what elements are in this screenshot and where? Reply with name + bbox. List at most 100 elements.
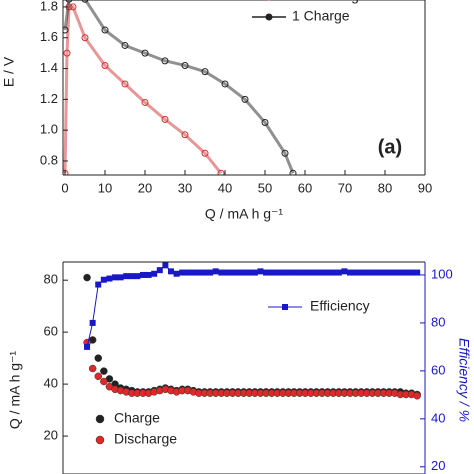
data-point [279,269,286,276]
x-tick-label: 40 [218,180,232,195]
data-point [274,269,281,276]
legend-marker [95,414,105,424]
data-point [161,115,169,123]
data-point [302,269,309,276]
data-point [101,26,109,34]
y-tick-label: 1.8 [40,0,58,13]
data-point [375,269,382,276]
data-point [261,118,269,126]
legend-label: Efficiency [310,298,370,314]
data-point [313,269,320,276]
data-point [408,269,415,276]
data-point [100,377,108,386]
legend-label: Charge [114,410,160,426]
data-point [296,269,303,276]
x-axis-label: Q / mA h g⁻¹ [205,206,284,222]
data-point [251,269,258,276]
y-axis-label: Q / mA h g⁻¹ [7,351,23,430]
data-point [352,269,359,276]
x-tick-label: 30 [178,180,192,195]
data-point [307,269,314,276]
y-tick-label: 40 [44,376,58,391]
data-point [181,61,189,69]
data-point [63,49,71,57]
x-tick-label: 50 [258,180,272,195]
y-tick-label: 80 [44,272,58,287]
series-line [63,5,223,175]
data-point [201,149,209,157]
data-point [173,270,180,277]
plot-area [63,0,297,175]
data-point [223,269,230,276]
data-point [363,269,370,276]
y-tick-label: 1.4 [40,60,58,75]
x-tick-label: 90 [418,180,432,195]
x-tick-label: 0 [61,180,68,195]
annotation: (a) [378,136,402,158]
data-point [386,269,393,276]
data-point [263,269,270,276]
data-point [240,269,247,276]
data-point [285,269,292,276]
data-point [291,269,298,276]
legend-label: Discharge [114,431,177,447]
data-point [201,68,209,76]
data-point [141,49,149,57]
data-point [151,270,158,277]
data-point [335,269,342,276]
data-point [83,273,91,282]
data-point [81,34,89,42]
plot-area [83,262,421,400]
data-point [123,273,130,280]
y-tick-label: 20 [44,428,58,443]
y-tick-label: 0.8 [40,152,58,167]
legend-marker [95,435,105,445]
legend-marker [267,0,271,1]
y2-tick-label: 100 [431,266,453,281]
data-point [184,269,191,276]
data-point [289,169,297,175]
data-point [94,354,102,362]
data-point [69,3,77,11]
data-point [391,269,398,276]
data-point [195,269,202,276]
data-point [380,269,387,276]
y-tick-label: 1.0 [40,122,58,137]
data-point [156,267,163,274]
series-line [63,0,295,174]
data-point [201,269,208,276]
data-point [369,269,376,276]
data-point [167,268,174,275]
data-point [221,80,229,88]
data-point [347,269,354,276]
data-point [179,269,186,276]
y-axis-label: E / V [1,56,17,87]
data-point [121,80,129,88]
data-point [100,276,107,283]
data-point [88,364,97,373]
data-point [330,269,337,276]
y2-tick-label: 60 [431,362,445,377]
data-point [112,274,119,281]
data-point [281,149,289,157]
data-point [324,269,331,276]
data-point [341,268,348,275]
data-point [162,262,169,269]
data-point [128,273,135,280]
legend-marker [265,13,273,21]
data-point [235,269,242,276]
y2-tick-label: 80 [431,314,445,329]
data-point [207,269,214,276]
legend-label: 1 Charge [292,8,350,24]
data-point [106,275,113,282]
data-point [229,269,236,276]
data-point [190,269,197,276]
data-point [257,268,264,275]
data-point [141,98,149,106]
x-tick-label: 10 [98,180,112,195]
data-point [402,269,409,276]
data-point [101,61,109,69]
y2-axis-label: Efficiency / % [456,338,472,422]
data-point [413,392,421,400]
